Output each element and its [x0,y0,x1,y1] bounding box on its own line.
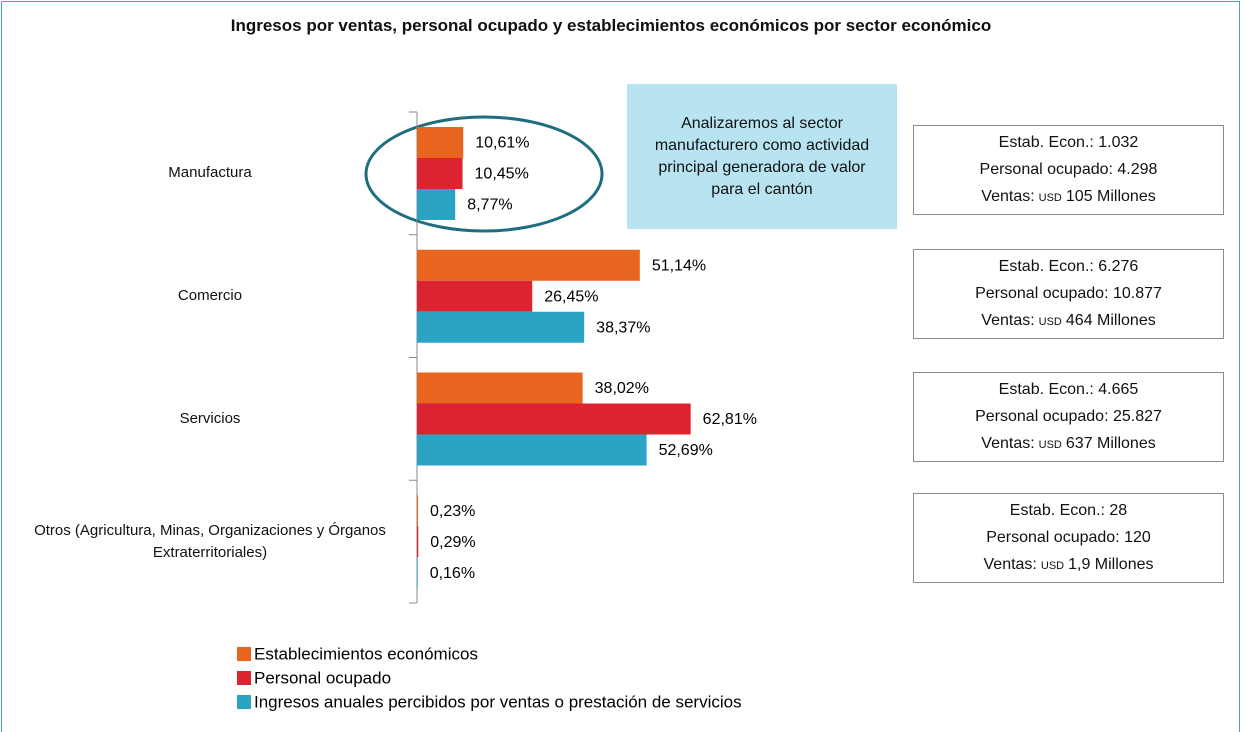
bar [417,403,691,435]
category-label: Comercio [177,287,243,305]
box-line: Personal ocupado: 10.877 [975,285,1162,302]
category-label: Manufactura [168,164,252,182]
value-label: 26,45% [544,288,598,305]
category-label: Otros (Agricultura, Minas, Organizacione… [34,521,386,561]
bar [417,526,419,558]
legend-label: Personal ocupado [254,668,391,687]
value-label: 0,16% [430,565,475,582]
highlight-ellipse [364,115,604,233]
sector-box: Estab. Econ.: 6.276 Personal ocupado: 10.… [913,249,1224,339]
bar [417,557,418,589]
box-line: Ventas: USD 105 Millones [914,183,1223,212]
sector-box: Estab. Econ.: 28 Personal ocupado: 120 Ven… [913,493,1224,583]
bar [417,127,464,158]
sector-box: Estab. Econ.: 1.032 Personal ocupado: 4.2… [913,125,1224,215]
legend-swatch [237,647,251,661]
box-line: Estab. Econ.: 1.032 [998,134,1139,151]
category-label: Servicios [179,409,241,427]
bar [417,311,585,343]
bar [417,189,456,220]
bar [417,249,640,281]
box-line: Personal ocupado: 120 [986,529,1151,546]
value-label: 52,69% [659,442,713,459]
currency: USD [1038,192,1062,204]
value-label: 51,14% [652,257,706,274]
ventas-value: 105 Millones [1065,188,1156,205]
value-label: 10,61% [475,135,529,152]
ventas-value: 637 Millones [1065,435,1156,452]
value-label: 0,29% [430,534,475,551]
currency: USD [1038,316,1062,328]
ventas-label: Ventas: [981,188,1035,205]
value-label: 8,77% [467,197,512,214]
bar [417,280,533,312]
box-line: Personal ocupado: 25.827 [975,408,1162,425]
value-label: 10,45% [475,166,529,183]
sector-box: Estab. Econ.: 4.665 Personal ocupado: 25.… [913,372,1224,462]
bar [417,495,419,527]
value-label: 38,37% [596,319,650,336]
legend-label: Establecimientos económicos [254,644,478,663]
ventas-label: Ventas: [981,435,1035,452]
box-line: Estab. Econ.: 4.665 [998,381,1139,398]
legend-swatch [237,695,251,709]
bar [417,372,583,404]
legend-swatch [237,671,251,685]
box-line: Ventas: USD 637 Millones [914,430,1223,459]
legend-label: Ingresos anuales percibidos por ventas o… [254,692,742,711]
chart-title: Ingresos por ventas, personal ocupado y … [230,16,992,35]
currency: USD [1038,439,1062,451]
ventas-label: Ventas: [981,312,1035,329]
value-label: 62,81% [703,411,757,428]
ventas-value: 1,9 Millones [1068,556,1154,573]
box-line: Personal ocupado: 4.298 [979,161,1158,178]
value-label: 0,23% [430,503,475,520]
bar [417,434,647,466]
callout: Analizaremos al sector manufacturero com… [627,84,897,229]
box-line: Ventas: USD 1,9 Millones [914,551,1223,580]
currency: USD [1040,560,1065,572]
ventas-label: Ventas: [983,556,1037,573]
ventas-value: 464 Millones [1065,312,1156,329]
box-line: Estab. Econ.: 6.276 [998,258,1139,275]
value-label: 38,02% [595,380,649,397]
bar [417,158,463,189]
box-line: Ventas: USD 464 Millones [914,307,1223,336]
box-line: Estab. Econ.: 28 [1009,502,1128,519]
